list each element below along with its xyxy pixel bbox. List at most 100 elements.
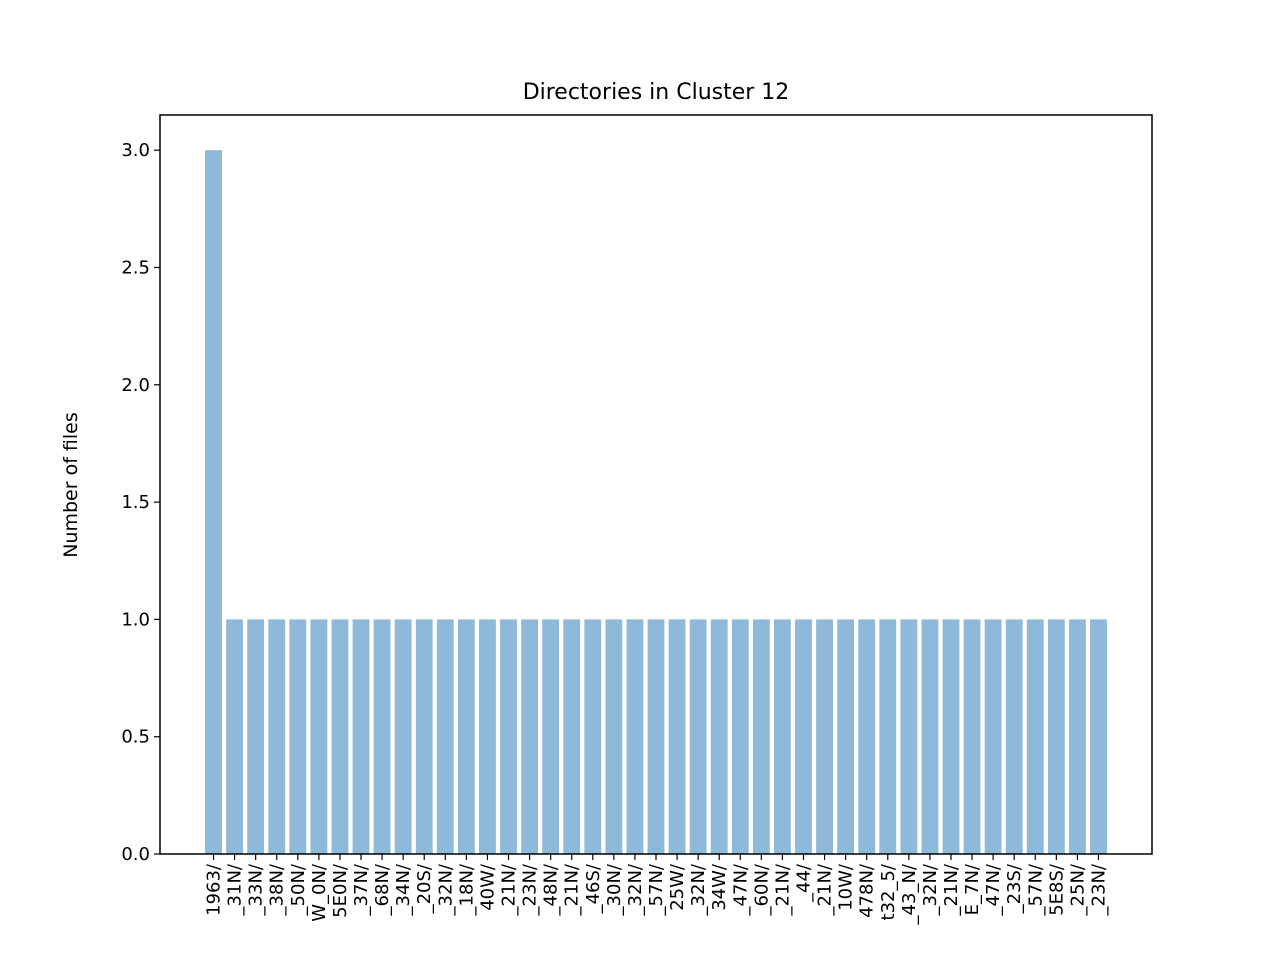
- plot-frame: [159, 114, 1153, 855]
- bar: [668, 619, 686, 854]
- x-tick-label: E_7N/: [962, 863, 983, 915]
- bar: [226, 619, 244, 854]
- y-tick-label: 1.0: [121, 609, 150, 630]
- bar: [605, 619, 623, 854]
- x-tick-label: _47N/: [983, 863, 1004, 916]
- x-tick-label: _23N/: [1088, 863, 1109, 916]
- bar: [752, 619, 770, 854]
- x-tick-label: _68N/: [372, 863, 393, 916]
- x-tick-label: W_0N/: [309, 863, 330, 922]
- bar: [731, 619, 749, 854]
- x-tick-label: _21N/: [815, 863, 836, 916]
- x-tick-label: _18N/: [456, 863, 477, 916]
- x-tick-label: _30N/: [604, 863, 625, 916]
- x-tick-label: _21N/: [772, 863, 793, 916]
- bars-group: [205, 150, 1107, 854]
- y-tick-label: 2.0: [121, 375, 150, 396]
- y-tick-label: 0.0: [121, 844, 150, 865]
- bar: [942, 619, 960, 854]
- x-tick-label: 5E0N/: [330, 863, 351, 918]
- x-tick-label: _23N/: [520, 863, 541, 916]
- bar: [837, 619, 855, 854]
- x-tick-label: _23S/: [1004, 863, 1025, 914]
- bar: [626, 619, 644, 854]
- bar: [879, 619, 897, 854]
- bar: [963, 619, 981, 854]
- bar: [563, 619, 581, 854]
- x-tick-label: _21N/: [941, 863, 962, 916]
- bar: [289, 619, 307, 854]
- x-tick-label: _33N/: [246, 863, 267, 916]
- bar: [647, 619, 665, 854]
- y-tick-label: 3.0: [121, 140, 150, 161]
- x-tick-label: _46S/: [583, 863, 604, 914]
- bar: [710, 619, 728, 854]
- bar: [415, 619, 433, 854]
- bar: [479, 619, 496, 854]
- x-tick-label: _57N/: [1025, 863, 1046, 916]
- bar: [352, 619, 370, 854]
- x-tick-label: _32N/: [688, 863, 709, 916]
- x-tick-label: _50N/: [288, 863, 309, 916]
- bar: [542, 619, 560, 854]
- x-tick-label: _32N/: [435, 863, 456, 916]
- x-tick-label: _48N/: [541, 863, 562, 916]
- bar: [1068, 619, 1086, 854]
- x-tick-label: 34W/: [709, 863, 730, 911]
- bar: [689, 619, 707, 854]
- x-tick-label: 25W/: [667, 863, 688, 911]
- bar: [984, 619, 1002, 854]
- x-tick-label: _32N/: [920, 863, 941, 916]
- bar: [1026, 619, 1044, 854]
- x-tick-label: _34N/: [393, 863, 414, 916]
- y-axis-label: Number of files: [60, 412, 82, 558]
- bar: [1090, 619, 1107, 854]
- chart-title: Directories in Cluster 12: [523, 80, 790, 105]
- x-tick-label: _44/: [793, 863, 814, 903]
- x-tick-label: t32_5/: [878, 863, 899, 920]
- x-tick-label: 40W/: [477, 863, 498, 911]
- x-tick-label: _38N/: [267, 863, 288, 916]
- bar: [1005, 619, 1023, 854]
- bar: [500, 619, 517, 854]
- y-tick-label: 1.5: [121, 492, 150, 513]
- y-ticks-group: 0.0 0.5 1.0 1.5 2.0 2.5 3.0: [121, 140, 160, 865]
- bar: [795, 619, 812, 854]
- bar: [900, 619, 918, 854]
- x-ticks-group: 1963/_31N/_33N/_38N/_50N/W_0N/5E0N/_37N/…: [204, 854, 1109, 925]
- x-tick-label: _21N/: [562, 863, 583, 916]
- bar: [457, 619, 475, 854]
- x-tick-label: _31N/: [225, 863, 246, 916]
- x-tick-label: 478N/: [857, 863, 878, 918]
- bar: [1047, 619, 1065, 854]
- bar: [921, 619, 939, 854]
- x-tick-label: _25N/: [1067, 863, 1088, 916]
- y-tick-label: 2.5: [121, 257, 150, 278]
- x-tick-label: _21N/: [499, 863, 520, 916]
- x-tick-label: _37N/: [351, 863, 372, 916]
- bar: [584, 619, 602, 854]
- x-tick-label: _60N/: [751, 863, 772, 916]
- x-tick-label: 1963/: [204, 863, 225, 916]
- x-tick-label: _20S/: [414, 863, 435, 914]
- bar: [373, 619, 391, 854]
- bar: [331, 619, 349, 854]
- bar: [858, 619, 876, 854]
- bar: [247, 619, 265, 854]
- bar: [394, 619, 412, 854]
- y-tick-label: 0.5: [121, 727, 150, 748]
- x-tick-label: _32N/: [625, 863, 646, 916]
- bar: [436, 619, 454, 854]
- bar: [816, 619, 833, 854]
- bar: [773, 619, 791, 854]
- x-tick-label: 5E8S/: [1046, 863, 1067, 916]
- x-tick-label: _47N/: [730, 863, 751, 916]
- bar: [268, 619, 286, 854]
- x-tick-label: 10W/: [836, 863, 857, 911]
- x-tick-label: _57N/: [646, 863, 667, 916]
- bar: [521, 619, 539, 854]
- bar: [310, 619, 328, 854]
- x-tick-label: _43_N/: [899, 863, 920, 925]
- bar: [205, 150, 222, 854]
